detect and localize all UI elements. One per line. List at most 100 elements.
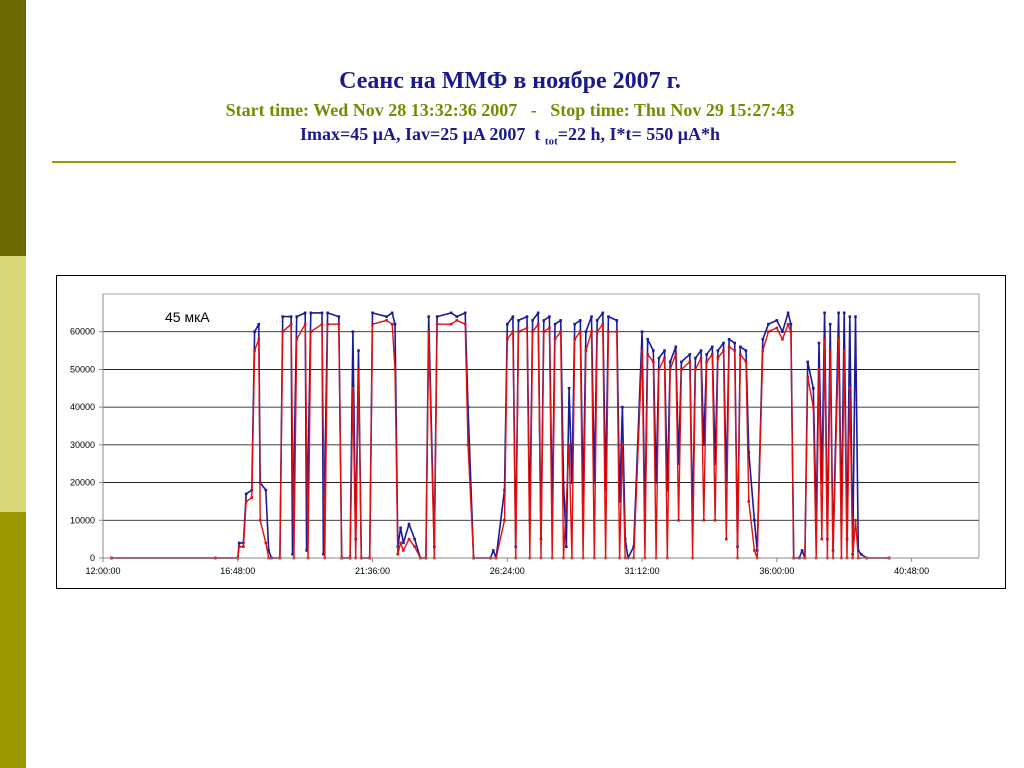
series-0-point-52: [491, 549, 495, 552]
series-1-point-119: [781, 337, 784, 341]
series-1-point-52: [503, 518, 506, 522]
series-1-point-68: [567, 443, 571, 447]
series-1-point-135: [842, 349, 846, 352]
series-0-point-124: [786, 311, 790, 315]
series-0-point-35: [393, 322, 397, 326]
series-0-point-74: [579, 319, 582, 322]
series-0-point-10: [264, 488, 268, 492]
series-1-point-38: [407, 537, 411, 541]
y-tick-label-6: 60000: [70, 327, 95, 337]
series-1-point-88: [652, 360, 655, 364]
x-tick-label-1: 16:48:00: [220, 566, 255, 576]
series-1-point-65: [553, 337, 557, 341]
series-0-point-80: [601, 311, 605, 315]
series-0-point-145: [854, 315, 857, 318]
series-0-point-40: [413, 537, 416, 541]
series-0-point-135: [823, 311, 826, 315]
series-0-point-3: [237, 541, 241, 545]
series-0-point-11: [267, 549, 270, 552]
series-1-point-91: [663, 356, 666, 360]
series-1-point-36: [399, 541, 402, 545]
chart-y-ticks: 0 10000 20000 30000 40000 50000 60000: [70, 327, 103, 563]
info-text-end: =22 h, I*t= 550 μA*h: [557, 124, 720, 144]
series-1-point-63: [548, 326, 551, 330]
series-1-point-46: [455, 319, 459, 322]
series-1-point-57: [525, 326, 529, 330]
series-1-point-95: [677, 518, 680, 522]
series-0-point-112: [727, 337, 731, 341]
series-1-point-109: [733, 349, 737, 352]
series-0-point-83: [615, 319, 619, 322]
x-tick-label-5: 36:00:00: [759, 566, 794, 576]
series-1-point-13: [281, 330, 284, 334]
title-block: Сеанс на ММФ в ноябре 2007 г. Start time…: [60, 64, 960, 154]
series-0-point-81: [604, 488, 607, 492]
series-0-point-122: [775, 319, 779, 322]
series-1-point-26: [351, 386, 355, 390]
series-1-point-56: [517, 330, 520, 334]
series-1-point-108: [727, 345, 731, 349]
series-0-point-77: [590, 315, 593, 318]
chart-x-ticks: 12:00:00 16:48:00 21:36:00 26:24:00 31:12:00…: [85, 558, 929, 576]
series-0-point-109: [716, 349, 720, 352]
series-0-point-125: [789, 322, 793, 326]
series-0-point-43: [427, 315, 430, 318]
series-1-point-102: [705, 360, 708, 364]
series-0-point-49: [466, 405, 470, 409]
series-1-point-139: [854, 518, 857, 522]
series-1-point-100: [699, 356, 703, 360]
beam-current-chart: 0 10000 20000 30000 40000 50000 60000 12:00:00…: [70, 293, 980, 576]
series-1-point-73: [584, 349, 588, 352]
series-0-point-111: [725, 481, 728, 484]
series-1-point-129: [823, 337, 826, 341]
series-0-point-91: [646, 337, 649, 341]
series-1-point-114: [753, 549, 756, 552]
chart-gridlines: [103, 293, 980, 558]
series-1-point-116: [761, 349, 765, 352]
series-0-point-137: [828, 322, 832, 326]
series-0-point-120: [761, 337, 765, 341]
series-1-point-80: [615, 330, 619, 334]
series-0-point-47: [455, 315, 459, 318]
series-1-point-37: [402, 549, 405, 552]
series-1-point-8: [257, 337, 261, 341]
series-0-point-107: [710, 345, 714, 349]
series-1-point-99: [694, 368, 697, 371]
series-0-point-33: [385, 315, 388, 318]
series-0-point-134: [820, 481, 824, 484]
series-0-point-82: [607, 315, 610, 318]
series-1-point-125: [812, 405, 815, 409]
series-0-point-48: [463, 311, 467, 315]
series-0-point-97: [668, 360, 672, 364]
series-1-point-45: [449, 322, 453, 326]
series-0-point-79: [595, 319, 599, 322]
series-0-point-113: [733, 341, 737, 345]
series-1-point-5: [244, 500, 248, 503]
series-0-point-76: [584, 330, 588, 334]
series-0-point-133: [817, 341, 821, 345]
sidebar-band-middle: [0, 256, 26, 512]
series-1-point-19: [309, 330, 313, 334]
series-1-point-117: [767, 330, 770, 334]
series-1-point-31: [371, 322, 374, 326]
y-tick-label-2: 20000: [70, 478, 95, 488]
chart-axes: [102, 294, 979, 559]
series-1-point-93: [668, 368, 672, 371]
series-0-point-69: [562, 481, 565, 484]
series-0-point-61: [531, 319, 534, 322]
series-0-point-98: [674, 345, 678, 349]
chart-frame: 0 10000 20000 30000 40000 50000 60000 12:00:00…: [56, 275, 1006, 589]
series-1-point-54: [511, 330, 515, 334]
series-1-point-76: [595, 330, 599, 334]
series-0-point-94: [657, 356, 661, 360]
series-0-point-131: [812, 386, 815, 390]
series-0-point-143: [848, 315, 852, 318]
series-0-point-65: [548, 315, 551, 318]
series-1-point-7: [253, 349, 256, 352]
series-1-point-104: [713, 518, 717, 522]
series-0-point-24: [337, 315, 341, 318]
series-1-point-42: [427, 330, 430, 334]
series-0-point-20: [309, 311, 313, 315]
series-0-point-106: [705, 353, 708, 356]
series-1-point-53: [506, 337, 509, 341]
